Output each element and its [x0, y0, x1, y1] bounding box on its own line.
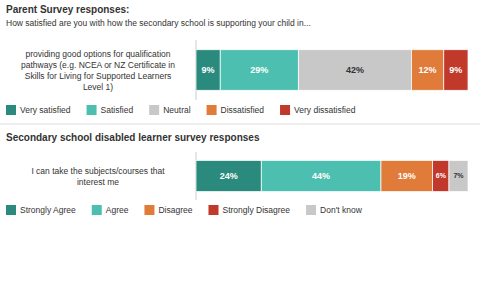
legend-label: Dissatisfied: [221, 105, 265, 115]
legend-swatch: [280, 105, 290, 115]
legend-label: Satisfied: [101, 105, 134, 115]
title: Secondary school disabled learner survey…: [6, 132, 260, 143]
data-label: 24%: [220, 171, 238, 181]
bar-segment: [196, 160, 261, 191]
data-label: 9%: [202, 65, 215, 75]
legend-swatch: [6, 205, 16, 215]
bar-segment: [411, 50, 443, 91]
bar-segment: [433, 160, 449, 191]
marks: [196, 50, 468, 91]
legend-swatch: [6, 105, 16, 115]
bar-segment: [220, 50, 298, 91]
legend-label: Very dissatisfied: [294, 105, 356, 115]
bar-segment: [444, 50, 468, 91]
legend: Very satisfied Satisfied Neutral Dissatisfi…: [6, 105, 356, 115]
chart-section: Secondary school disabled learner survey…: [6, 132, 468, 215]
legend-swatch: [208, 205, 218, 215]
marks: [196, 160, 468, 191]
chart-section: Parent Survey responses: How satisfied ar…: [6, 4, 468, 115]
bar-segment: [298, 50, 411, 91]
legend-label: Very satisfied: [20, 105, 71, 115]
data-label: 9%: [449, 65, 462, 75]
legend-swatch: [149, 105, 159, 115]
category-label-line: providing good options for qualification: [25, 49, 170, 59]
legend-swatch: [207, 105, 217, 115]
bar-segment: [196, 50, 220, 91]
legend-swatch: [87, 105, 97, 115]
subtitle: How satisfied are you with how the secon…: [6, 18, 311, 28]
section-divider: [0, 124, 480, 125]
bar-segment: [381, 160, 433, 191]
legend-swatch: [306, 205, 316, 215]
data-labels: 9% 29% 42% 12% 9%: [202, 65, 463, 75]
data-label: 29%: [250, 65, 268, 75]
category-label-line: interest me: [77, 177, 119, 187]
legend-label: Neutral: [163, 105, 191, 115]
legend-swatch: [92, 205, 102, 215]
category-label-line: pathways (e.g. NCEA or NZ Certificate in: [21, 60, 175, 70]
legend-swatch: [144, 205, 154, 215]
title: Parent Survey responses:: [6, 4, 129, 15]
category-label-line: I can take the subjects/courses that: [31, 166, 165, 176]
category-label: I can take the subjects/courses thatinte…: [31, 166, 165, 187]
category-label-line: Skills for Living for Supported Learners: [25, 71, 171, 81]
data-label: 6%: [436, 172, 447, 179]
category-label: providing good options for qualification…: [21, 49, 175, 92]
legend: Strongly Agree Agree Disagree Strongly Disa…: [6, 205, 363, 215]
legend-label: Don't know: [320, 205, 363, 215]
category-label-line: Level 1): [83, 82, 113, 92]
legend-label: Disagree: [158, 205, 192, 215]
data-label: 19%: [398, 171, 416, 181]
legend-label: Agree: [106, 205, 129, 215]
data-labels: 24% 44% 19% 6% 7%: [220, 171, 465, 181]
data-label: 44%: [312, 171, 330, 181]
legend-label: Strongly Disagree: [222, 205, 290, 215]
chart-root: Parent Survey responses: How satisfied ar…: [0, 0, 480, 282]
data-label: 12%: [419, 65, 437, 75]
bar-segment: [449, 160, 468, 191]
legend-label: Strongly Agree: [20, 205, 76, 215]
data-label: 42%: [346, 65, 364, 75]
data-label: 7%: [453, 172, 464, 179]
bar-segment: [261, 160, 381, 191]
